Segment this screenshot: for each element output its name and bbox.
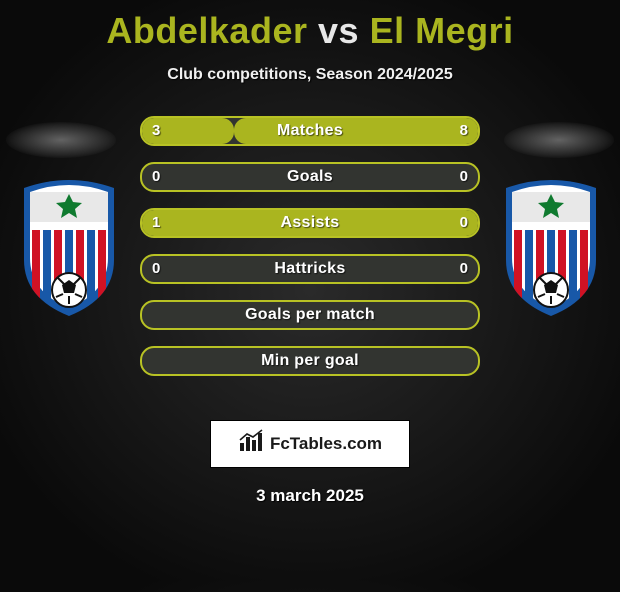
stat-label: Hattricks (142, 256, 478, 282)
halo-left (6, 122, 116, 158)
stat-row: Assists1 0 (140, 208, 480, 238)
branding-text: FcTables.com (270, 434, 382, 454)
stat-row: Goals0 0 (140, 162, 480, 192)
comparison-stage: Matches38Goals00Assists10Hattricks00Goal… (0, 116, 620, 416)
date-text: 3 march 2025 (0, 486, 620, 506)
page-title: Abdelkader vs El Megri (0, 12, 620, 50)
stat-value-right: 8 (450, 118, 478, 144)
branding-box: FcTables.com (210, 420, 410, 468)
subtitle: Club competitions, Season 2024/2025 (0, 66, 620, 84)
player2-name: El Megri (370, 10, 514, 51)
stat-value-right: 0 (450, 256, 478, 282)
chart-icon (238, 429, 266, 458)
stat-row: Goals per match (140, 300, 480, 330)
stat-value-left: 0 (142, 164, 170, 190)
stat-value-left: 0 (142, 256, 170, 282)
stat-row: Hattricks0 0 (140, 254, 480, 284)
stat-rows: Matches38Goals00Assists10Hattricks00Goal… (140, 116, 480, 392)
stat-value-right: 0 (450, 210, 478, 236)
stat-label: Assists (142, 210, 478, 236)
player1-name: Abdelkader (106, 10, 307, 51)
stat-label: Matches (142, 118, 478, 144)
stat-row: Min per goal (140, 346, 480, 376)
stat-label: Goals (142, 164, 478, 190)
stat-label: Goals per match (142, 302, 478, 328)
club-badge-right (496, 170, 606, 320)
stat-value-left: 1 (142, 210, 170, 236)
club-badge-left (14, 170, 124, 320)
stat-value-left: 3 (142, 118, 170, 144)
stat-value-right: 0 (450, 164, 478, 190)
halo-right (504, 122, 614, 158)
vs-text: vs (318, 10, 359, 51)
stat-row: Matches3 8 (140, 116, 480, 146)
stat-label: Min per goal (142, 348, 478, 374)
